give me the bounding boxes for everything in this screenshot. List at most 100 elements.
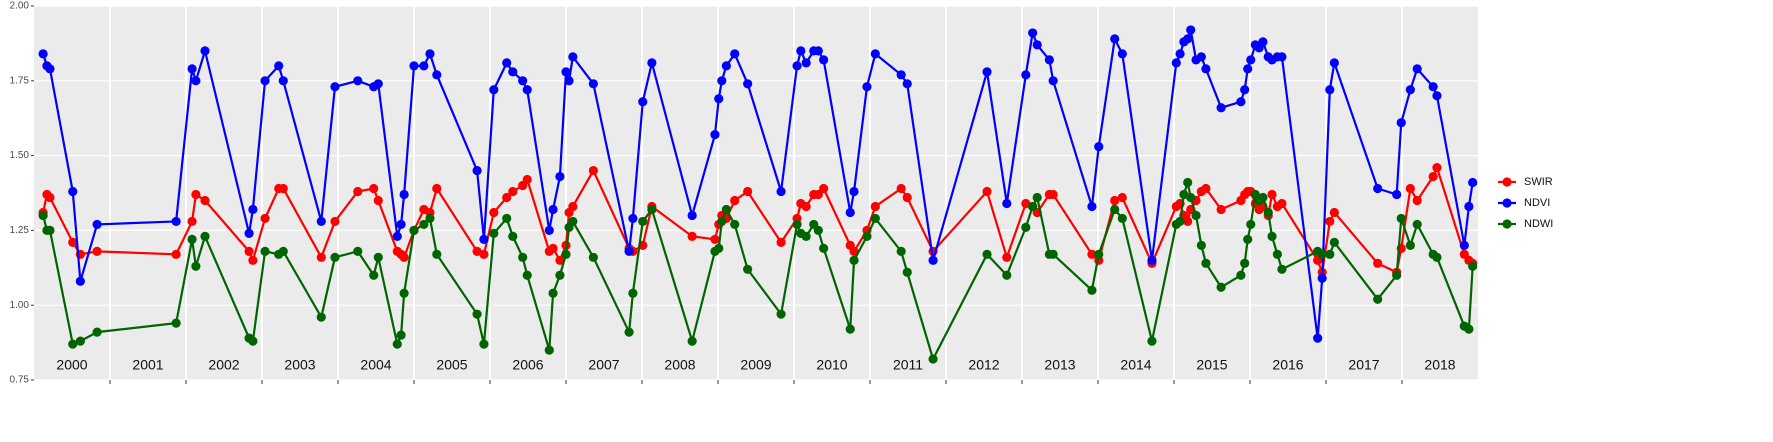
data-point <box>1412 219 1422 230</box>
data-point <box>1405 85 1415 95</box>
data-point <box>38 49 48 59</box>
data-point <box>1243 64 1253 74</box>
legend-label: NDWI <box>1524 218 1553 230</box>
data-point <box>555 255 565 265</box>
data-point <box>330 252 340 262</box>
data-point <box>244 246 254 256</box>
data-point <box>849 246 859 256</box>
data-point <box>1428 82 1438 92</box>
data-point <box>1468 177 1478 188</box>
data-point <box>896 246 906 256</box>
x-tick-label: 2002 <box>208 357 239 373</box>
data-point <box>819 55 829 65</box>
data-point <box>472 165 482 176</box>
data-point <box>479 234 489 244</box>
data-point <box>1396 118 1406 128</box>
data-point <box>1171 58 1181 68</box>
data-point <box>1432 91 1442 101</box>
data-point <box>1186 25 1196 35</box>
x-tick-label: 2008 <box>664 357 695 373</box>
data-point <box>1002 252 1012 262</box>
data-point <box>522 174 532 185</box>
data-point <box>330 82 340 92</box>
data-point <box>479 249 489 259</box>
data-point <box>687 210 697 221</box>
x-tick-label: 2000 <box>56 357 87 373</box>
data-point <box>373 79 383 89</box>
data-point <box>743 186 753 197</box>
data-point <box>244 228 254 238</box>
data-point <box>1048 189 1058 200</box>
data-point <box>982 186 992 197</box>
data-point <box>801 231 811 241</box>
data-point <box>191 261 201 271</box>
legend-label: NDVI <box>1524 197 1550 209</box>
data-point <box>187 216 197 227</box>
data-point <box>819 243 829 253</box>
data-point <box>862 231 872 241</box>
data-point <box>776 309 786 319</box>
data-point <box>564 76 574 86</box>
data-point <box>1032 40 1042 50</box>
data-point <box>813 46 823 56</box>
x-tick-label: 2014 <box>1120 357 1151 373</box>
data-point <box>801 201 811 212</box>
data-point <box>1044 55 1054 65</box>
data-point <box>1464 324 1474 334</box>
x-tick-label: 2009 <box>740 357 771 373</box>
data-point <box>399 288 409 298</box>
data-point <box>982 67 992 77</box>
data-point <box>624 327 634 337</box>
data-point <box>647 204 657 215</box>
data-point <box>1459 240 1469 250</box>
data-point <box>561 249 571 259</box>
data-point <box>1243 234 1253 244</box>
data-point <box>870 201 880 212</box>
data-point <box>392 339 402 349</box>
data-point <box>1201 64 1211 74</box>
data-point <box>792 219 802 230</box>
data-point <box>1110 204 1120 215</box>
data-point <box>845 207 855 218</box>
data-point <box>902 267 912 277</box>
y-tick-label: 1.00 <box>10 300 30 311</box>
data-point <box>353 246 363 256</box>
y-tick-label: 0.75 <box>10 375 30 386</box>
data-point <box>409 61 419 71</box>
data-point <box>1412 64 1422 74</box>
data-point <box>1087 285 1097 295</box>
data-point <box>278 246 288 256</box>
data-point <box>502 192 512 203</box>
data-point <box>260 76 270 86</box>
data-point <box>730 49 740 59</box>
data-point <box>555 270 565 280</box>
data-point <box>1147 336 1157 346</box>
data-point <box>171 318 181 328</box>
data-point <box>68 186 78 197</box>
data-point <box>555 171 565 182</box>
data-point <box>75 336 85 346</box>
data-point <box>819 183 829 194</box>
data-point <box>1277 52 1287 62</box>
data-point <box>45 192 55 203</box>
data-point <box>1277 198 1287 209</box>
data-point <box>1186 192 1196 203</box>
data-point <box>870 49 880 59</box>
data-point <box>1216 204 1226 215</box>
x-tick-label: 2010 <box>816 357 847 373</box>
data-point <box>353 76 363 86</box>
data-point <box>813 189 823 200</box>
data-point <box>902 79 912 89</box>
data-point <box>508 67 518 77</box>
data-point <box>548 288 558 298</box>
x-tick-label: 2013 <box>1044 357 1075 373</box>
data-point <box>171 249 181 259</box>
data-point <box>518 76 528 86</box>
data-point <box>191 76 201 86</box>
data-point <box>1183 177 1193 188</box>
data-point <box>1325 249 1335 259</box>
legend-swatch <box>1502 219 1512 229</box>
data-point <box>508 186 518 197</box>
legend-swatch <box>1502 177 1512 187</box>
data-point <box>1183 34 1193 44</box>
